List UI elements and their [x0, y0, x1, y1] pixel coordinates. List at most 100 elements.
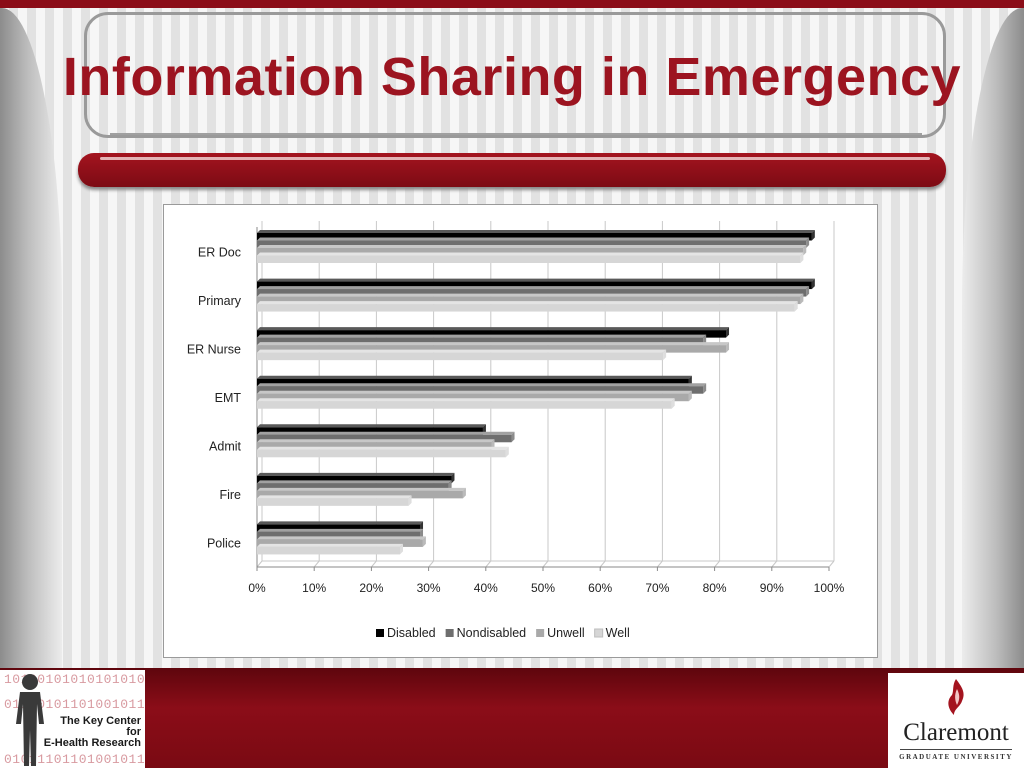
- bar-top-face: [257, 390, 692, 394]
- bar: [257, 490, 463, 499]
- legend-swatch: [445, 629, 454, 637]
- bar-top-face: [257, 230, 815, 233]
- bar: [257, 498, 409, 506]
- legend-swatch: [594, 628, 604, 638]
- bar: [257, 427, 483, 435]
- bar-top-face: [257, 342, 730, 346]
- gridline-floor-link: [599, 560, 606, 568]
- category-label: ER Nurse: [187, 342, 241, 356]
- bar-top-face: [257, 349, 667, 353]
- bar-side-face: [408, 495, 412, 506]
- binary-row-1: 10100101010101010110: [4, 672, 145, 687]
- x-tick-label: 0%: [248, 581, 266, 595]
- bar-side-face: [451, 472, 455, 484]
- legend-swatch: [376, 629, 384, 637]
- bar: [257, 330, 727, 338]
- bar-top-face: [257, 383, 707, 387]
- bar-side-face: [800, 252, 804, 263]
- bar-side-face: [703, 383, 707, 394]
- bar-top-face: [257, 398, 675, 402]
- flame-icon: [948, 679, 964, 715]
- bar-top-face: [257, 495, 412, 499]
- bar: [257, 233, 812, 241]
- gridline-floor-link: [828, 560, 835, 568]
- gridline-floor-link: [313, 560, 320, 568]
- chart-container: 0% 10% 20% 30% 40% 50% 60% 70% 80% 90% 100% ER Doc P…: [163, 204, 878, 658]
- bar: [257, 386, 704, 394]
- claremont-rule: [900, 749, 1012, 750]
- gridline-floor-link: [714, 560, 720, 568]
- bar-top-face: [257, 278, 815, 282]
- bar-side-face: [811, 230, 815, 241]
- bar: [257, 442, 492, 450]
- bar-side-face: [806, 286, 810, 297]
- bar-top-face: [257, 431, 515, 435]
- bar: [257, 393, 689, 402]
- claremont-name: Claremont: [903, 719, 1009, 746]
- bar-side-face: [726, 327, 730, 338]
- x-tick-label: 80%: [703, 581, 727, 595]
- key-center-line-2: for: [126, 726, 141, 738]
- bottom-bar: [0, 668, 1024, 768]
- bar-top-face: [257, 252, 804, 256]
- legend-label: Nondisabled: [457, 626, 527, 640]
- key-center-line-3: E-Health Research: [43, 737, 141, 749]
- bar-top-face: [257, 446, 509, 450]
- gridline-floor-link: [256, 560, 263, 568]
- bar-side-face: [726, 342, 730, 353]
- bar-top-face: [257, 424, 486, 428]
- bar-side-face: [671, 398, 675, 409]
- bar: [257, 345, 727, 353]
- category-label: Primary: [198, 294, 242, 308]
- bar-top-face: [257, 237, 810, 241]
- binary-row-3: 0101110110100101101: [4, 752, 145, 767]
- bar: [257, 289, 807, 297]
- legend-swatch: [536, 629, 545, 637]
- bar-top-face: [257, 245, 807, 248]
- x-tick-label: 40%: [474, 581, 498, 595]
- legend-label: Disabled: [387, 626, 436, 640]
- bar-top-face: [257, 528, 424, 532]
- bar: [257, 281, 812, 290]
- gridline-floor-link: [485, 560, 492, 568]
- bar: [257, 296, 801, 305]
- bar-top-face: [257, 487, 466, 491]
- bar-side-face: [806, 237, 810, 248]
- bar-top-face: [257, 543, 403, 547]
- bar-side-face: [462, 487, 466, 499]
- title-frame-underline: [110, 133, 922, 135]
- bar-side-face: [688, 390, 692, 402]
- bar: [257, 531, 421, 540]
- bar-side-face: [811, 278, 815, 290]
- bar: [257, 248, 804, 256]
- bar-side-face: [400, 543, 403, 555]
- x-tick-label: 20%: [359, 581, 383, 595]
- gridline-floor-link: [371, 560, 377, 568]
- x-tick-label: 60%: [588, 581, 612, 595]
- bar-top-face: [257, 439, 495, 443]
- x-tick-label: 10%: [302, 581, 326, 595]
- bar: [257, 304, 795, 312]
- x-tick-label: 50%: [531, 581, 555, 595]
- x-tick-label: 100%: [814, 581, 845, 595]
- title-frame: [84, 12, 946, 138]
- bar: [257, 352, 664, 361]
- human-figure-icon: [16, 674, 44, 766]
- bar-side-face: [800, 293, 804, 305]
- bar-top-face: [257, 521, 424, 525]
- bar: [257, 255, 801, 263]
- category-label: Admit: [209, 440, 241, 454]
- bar: [257, 401, 672, 409]
- gridline-floor-link: [428, 560, 434, 568]
- bar-side-face: [505, 446, 509, 458]
- bar: [257, 378, 689, 387]
- bar-top-face: [257, 327, 730, 331]
- bar-chart: 0% 10% 20% 30% 40% 50% 60% 70% 80% 90% 100% ER Doc P…: [187, 221, 845, 640]
- key-center-logo: 10100101010101010110 0111010110100101101…: [0, 670, 145, 768]
- category-label: Fire: [219, 488, 241, 502]
- x-tick-label: 70%: [645, 581, 669, 595]
- bar-top-face: [257, 301, 798, 305]
- bar: [257, 483, 449, 491]
- category-label: Police: [207, 537, 241, 551]
- bar-top-face: [257, 293, 804, 297]
